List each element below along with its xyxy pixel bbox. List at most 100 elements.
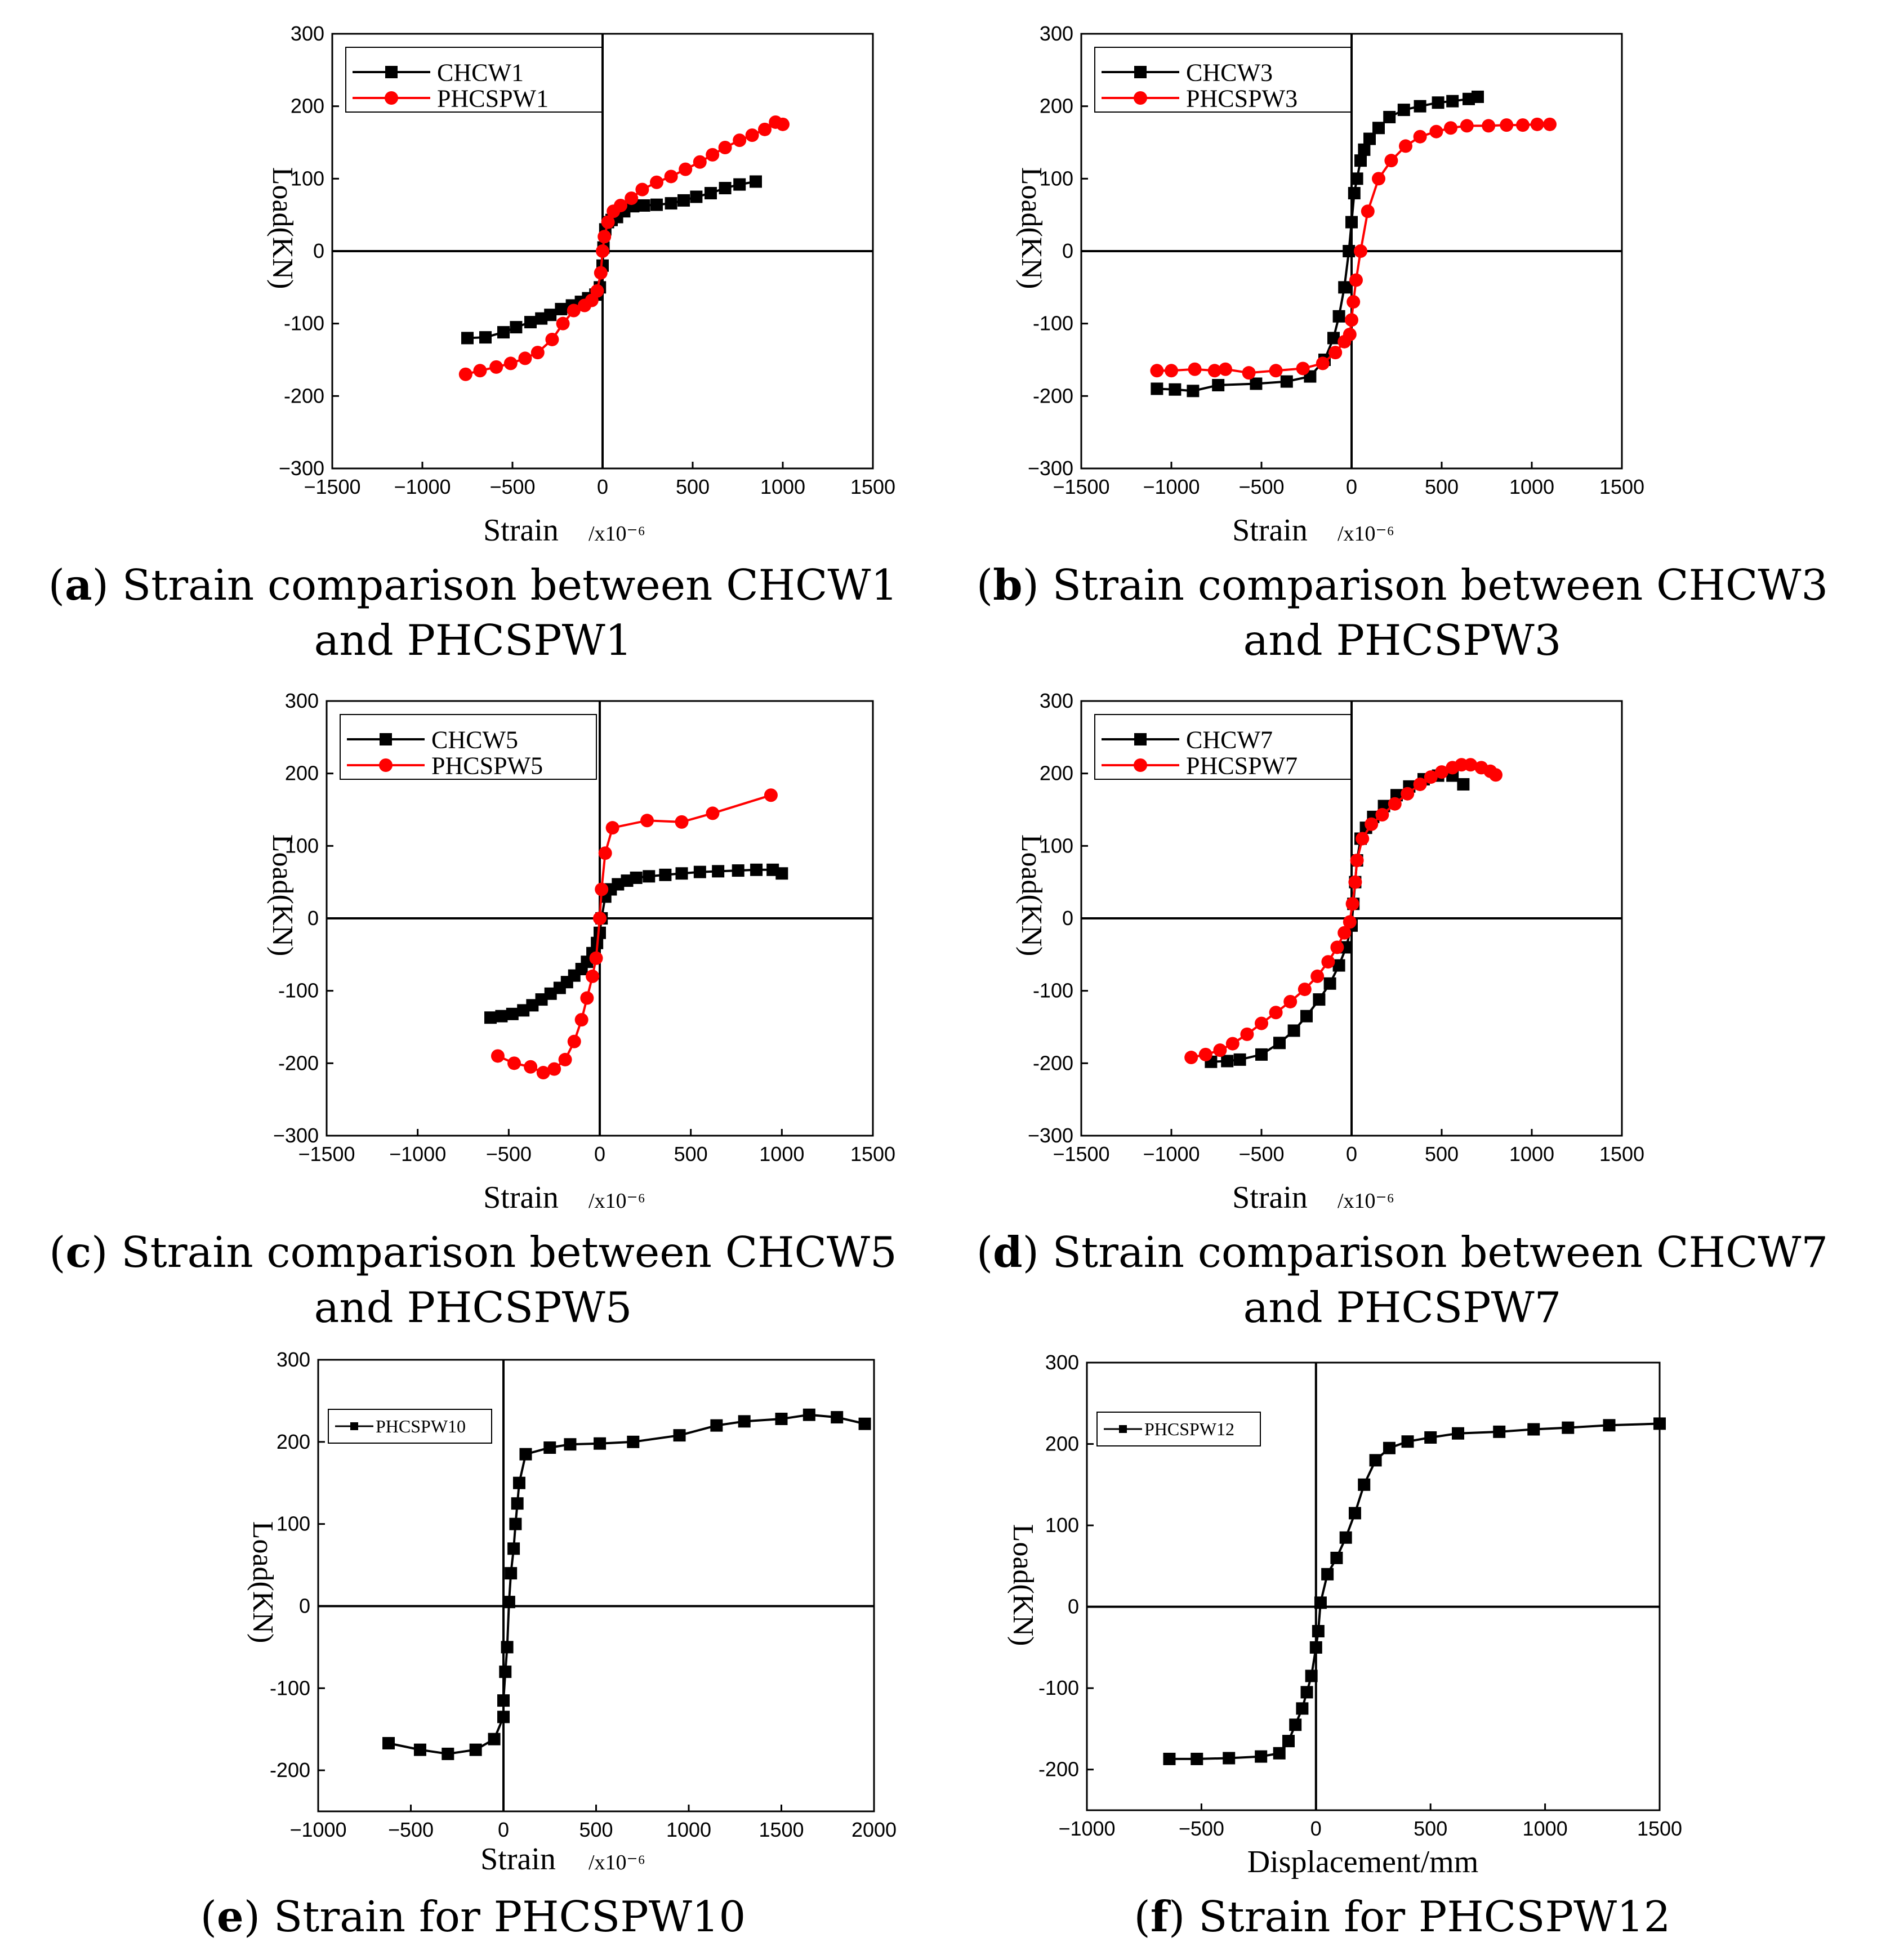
- chart-d: Load(KN) Strain /x10⁻⁶ −1500 −1000 −500 0 50…: [1015, 689, 1644, 1215]
- x-tick-label: −1000: [389, 1142, 446, 1166]
- y-tick-label: 0: [1062, 239, 1073, 262]
- data-point: [1562, 1421, 1575, 1434]
- data-point: [775, 867, 788, 880]
- y-tick-label: 300: [291, 22, 324, 45]
- caption-prefix: (: [976, 560, 993, 610]
- data-point: [1369, 1454, 1382, 1467]
- data-point: [1212, 379, 1225, 392]
- data-point: [1187, 385, 1200, 398]
- y-tick-label: 100: [285, 834, 319, 857]
- data-point: [764, 788, 778, 802]
- data-point: [1429, 124, 1443, 139]
- x-tick-label: −500: [388, 1818, 434, 1841]
- legend-label: PHCSPW12: [1144, 1419, 1234, 1439]
- data-point: [598, 230, 612, 244]
- y-tick-label: -100: [1033, 312, 1073, 335]
- data-point: [1348, 187, 1361, 200]
- data-point: [1269, 364, 1283, 378]
- legend-marker: [1134, 66, 1147, 78]
- y-tick-label: -200: [278, 1051, 319, 1074]
- chart-b: Load(KN) Strain /x10⁻⁶ −1500 −1000 −500 0 50…: [1015, 22, 1644, 548]
- data-point: [509, 1517, 522, 1530]
- data-point: [1223, 1752, 1236, 1765]
- data-point: [1435, 765, 1448, 779]
- data-point: [1354, 244, 1367, 258]
- data-point: [382, 1736, 395, 1749]
- data-point: [545, 332, 559, 346]
- caption-letter: f: [1150, 1892, 1169, 1941]
- x-tick-label: 1500: [850, 1142, 895, 1166]
- data-point: [675, 815, 689, 829]
- caption-letter: e: [217, 1892, 244, 1941]
- data-point: [1350, 854, 1364, 868]
- y-axis-label: Load(KN): [247, 1521, 279, 1644]
- data-point: [831, 1411, 844, 1424]
- x-tick-label: 1000: [760, 475, 805, 498]
- data-point: [1296, 1702, 1309, 1715]
- caption-text: ) Strain comparison between CHCW7 and PH…: [1022, 1227, 1829, 1332]
- data-point: [1165, 364, 1178, 378]
- y-tick-label: 0: [299, 1594, 310, 1617]
- data-point: [718, 141, 732, 155]
- data-point: [1151, 382, 1163, 395]
- data-point: [596, 244, 609, 258]
- data-point: [665, 197, 677, 210]
- data-point: [1383, 1441, 1396, 1454]
- x-tick-label: −1000: [1143, 475, 1200, 498]
- data-point: [1330, 1551, 1343, 1564]
- y-tick-label: 200: [1040, 95, 1073, 118]
- data-point: [1349, 273, 1363, 287]
- data-point: [1516, 118, 1530, 132]
- data-point: [519, 1448, 532, 1461]
- x-tick-label: −500: [1179, 1817, 1224, 1840]
- data-point: [1188, 362, 1202, 376]
- data-point: [1384, 154, 1398, 168]
- data-point: [1424, 770, 1438, 784]
- data-point: [1289, 1718, 1302, 1731]
- y-tick-label: -200: [284, 384, 324, 407]
- legend-label: CHCW7: [1186, 726, 1273, 753]
- data-point: [502, 1596, 515, 1609]
- legend-label: CHCW5: [431, 726, 518, 753]
- data-point: [1482, 119, 1496, 133]
- data-point: [1464, 758, 1478, 772]
- data-point: [1198, 1047, 1212, 1061]
- data-point: [738, 1415, 751, 1428]
- series-line-chcw3: [1157, 95, 1478, 392]
- series-line-phcspw7: [1191, 764, 1497, 1059]
- data-point: [643, 870, 656, 883]
- data-point: [1424, 1431, 1437, 1444]
- caption-text: ) Strain comparison between CHCW1 and PH…: [92, 560, 898, 665]
- data-point: [1500, 118, 1514, 132]
- data-point: [1444, 121, 1457, 135]
- data-point: [1312, 1625, 1325, 1637]
- data-point: [1287, 1024, 1300, 1037]
- plot-frame: [1086, 1361, 1661, 1811]
- y-tick-label: -100: [1033, 979, 1073, 1002]
- data-point: [1328, 346, 1343, 360]
- data-point: [598, 846, 612, 860]
- series-line-phcspw10: [388, 1413, 865, 1755]
- x-tick-label: 0: [498, 1818, 509, 1841]
- data-point: [497, 1694, 510, 1707]
- data-point: [1372, 122, 1385, 135]
- data-point: [1300, 1010, 1313, 1023]
- data-point: [484, 1011, 497, 1024]
- data-point: [1432, 96, 1444, 109]
- chart-c: Load(KN) Strain /x10⁻⁶ −1500 −1000 −500 0 50…: [266, 689, 895, 1215]
- y-axis-title: Load(KN): [266, 167, 298, 289]
- data-point: [1530, 117, 1544, 131]
- data-point: [1356, 832, 1370, 846]
- y-tick-label: 100: [291, 167, 324, 190]
- data-point: [1489, 768, 1503, 782]
- data-point: [1255, 1048, 1268, 1061]
- y-tick-label: 0: [1068, 1595, 1079, 1618]
- data-point: [507, 1542, 520, 1555]
- data-point: [1316, 356, 1330, 370]
- data-point: [635, 182, 649, 197]
- data-point: [1365, 817, 1379, 831]
- data-point: [506, 1007, 519, 1020]
- y-tick-label: 300: [277, 1348, 310, 1371]
- data-point: [1225, 1037, 1240, 1051]
